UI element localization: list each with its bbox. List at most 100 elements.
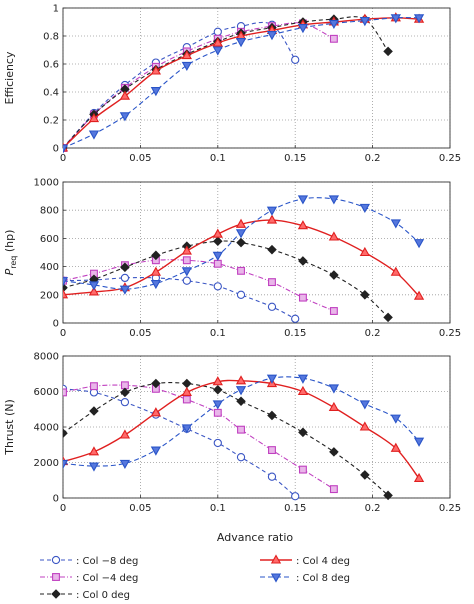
data-point: [213, 259, 222, 268]
data-point: [88, 281, 100, 291]
efficiency-chart: 0 0.05 0.1 0.15 0.2 0.25 0 0.2 0.4 0.6 0.8 1 Efficie…: [3, 4, 461, 165]
data-point: [236, 453, 246, 462]
y-axis-label: Efficiency: [3, 51, 16, 104]
y-tick-label: 800: [40, 206, 59, 217]
data-point: [359, 17, 370, 27]
data-point: [213, 236, 223, 246]
data-point: [213, 384, 223, 395]
data-point: [360, 470, 370, 480]
data-point: [328, 384, 340, 394]
data-point: [63, 277, 69, 287]
data-point: [359, 421, 370, 431]
x-tick-label: 0.15: [284, 503, 306, 514]
data-point: [236, 237, 246, 248]
data-point: [90, 382, 98, 391]
data-point: [235, 218, 247, 228]
legend-item: : Col 8 deg: [260, 573, 350, 584]
data-point: [150, 65, 162, 75]
series-line: [63, 259, 335, 312]
data-point: [383, 312, 393, 323]
legend-marker: [270, 554, 282, 564]
data-point: [120, 387, 130, 398]
data-point: [235, 38, 247, 48]
data-point: [413, 472, 425, 483]
series-line: [63, 384, 335, 490]
thrust-chart: 0 0.05 0.1 0.15 0.2 0.25 0 2000 4000 6000 8000 Thru…: [3, 352, 461, 515]
series-line: [63, 277, 296, 320]
y-tick-label: 4000: [34, 423, 59, 434]
data-point: [329, 270, 339, 280]
data-point: [88, 112, 100, 123]
x-tick-label: 0: [60, 503, 66, 514]
data-point: [291, 55, 300, 64]
legend-marker: [51, 589, 61, 599]
legend-label: : Col −4 deg: [76, 573, 138, 584]
data-point: [235, 229, 247, 239]
data-point: [182, 256, 191, 265]
x-tick-label: 0.15: [284, 328, 306, 339]
data-point: [150, 87, 162, 97]
data-point: [212, 251, 223, 261]
data-point: [182, 276, 191, 285]
grid: [62, 355, 451, 499]
data-point: [390, 442, 401, 452]
x-tick-label: 0.2: [365, 153, 381, 164]
data-point: [181, 245, 192, 255]
legend-label: : Col 0 deg: [76, 590, 130, 601]
data-point: [182, 378, 192, 389]
data-point: [88, 446, 100, 456]
data-point: [329, 447, 339, 457]
data-point: [237, 266, 245, 275]
data-point: [328, 401, 340, 412]
data-point: [328, 19, 340, 30]
data-point: [267, 410, 277, 421]
y-tick-label: 2000: [34, 458, 59, 469]
data-point: [236, 396, 246, 407]
data-point: [383, 46, 393, 57]
data-point: [88, 286, 100, 296]
data-point: [213, 408, 222, 417]
data-point: [63, 282, 68, 293]
data-point: [413, 290, 425, 300]
data-point: [182, 395, 191, 404]
x-tick-label: 0.25: [439, 503, 461, 514]
series-3: [63, 12, 425, 152]
data-point: [360, 290, 370, 300]
data-point: [390, 266, 401, 276]
data-point: [63, 388, 67, 397]
series-4: [63, 374, 425, 472]
series-0: [63, 273, 300, 323]
legend-item: : Col 4 deg: [260, 554, 350, 567]
data-point: [88, 462, 100, 472]
legend-label: : Col 8 deg: [296, 573, 350, 584]
data-point: [291, 492, 300, 501]
data-point: [297, 385, 309, 396]
series-1: [63, 19, 338, 152]
data-point: [119, 90, 131, 100]
data-point: [298, 465, 307, 474]
x-axis-label: Advance ratio: [217, 531, 293, 544]
data-point: [150, 266, 162, 276]
data-point: [266, 214, 278, 224]
y-axis-label: Preq (hp): [3, 230, 18, 276]
y-tick-label: 200: [40, 290, 59, 301]
plot-frame: [62, 355, 451, 499]
y-tick-label: 6000: [34, 387, 59, 398]
x-tick-label: 0.25: [439, 328, 461, 339]
power-chart: 0 0.05 0.1 0.15 0.2 0.25 0 200 400 600 800 1000 Preq…: [3, 178, 461, 340]
data-point: [212, 46, 223, 56]
x-tick-label: 0.25: [439, 153, 461, 164]
data-point: [359, 400, 370, 410]
data-point: [297, 374, 309, 384]
data-point: [329, 34, 338, 43]
data-point: [213, 27, 222, 36]
grid: [62, 181, 451, 324]
data-point: [120, 397, 130, 407]
data-point: [119, 429, 131, 439]
x-tick-label: 0: [60, 328, 66, 339]
data-point: [235, 375, 247, 385]
data-point: [119, 112, 131, 122]
x-tick-label: 0.1: [210, 328, 226, 339]
data-point: [151, 378, 161, 389]
data-point: [267, 472, 277, 481]
